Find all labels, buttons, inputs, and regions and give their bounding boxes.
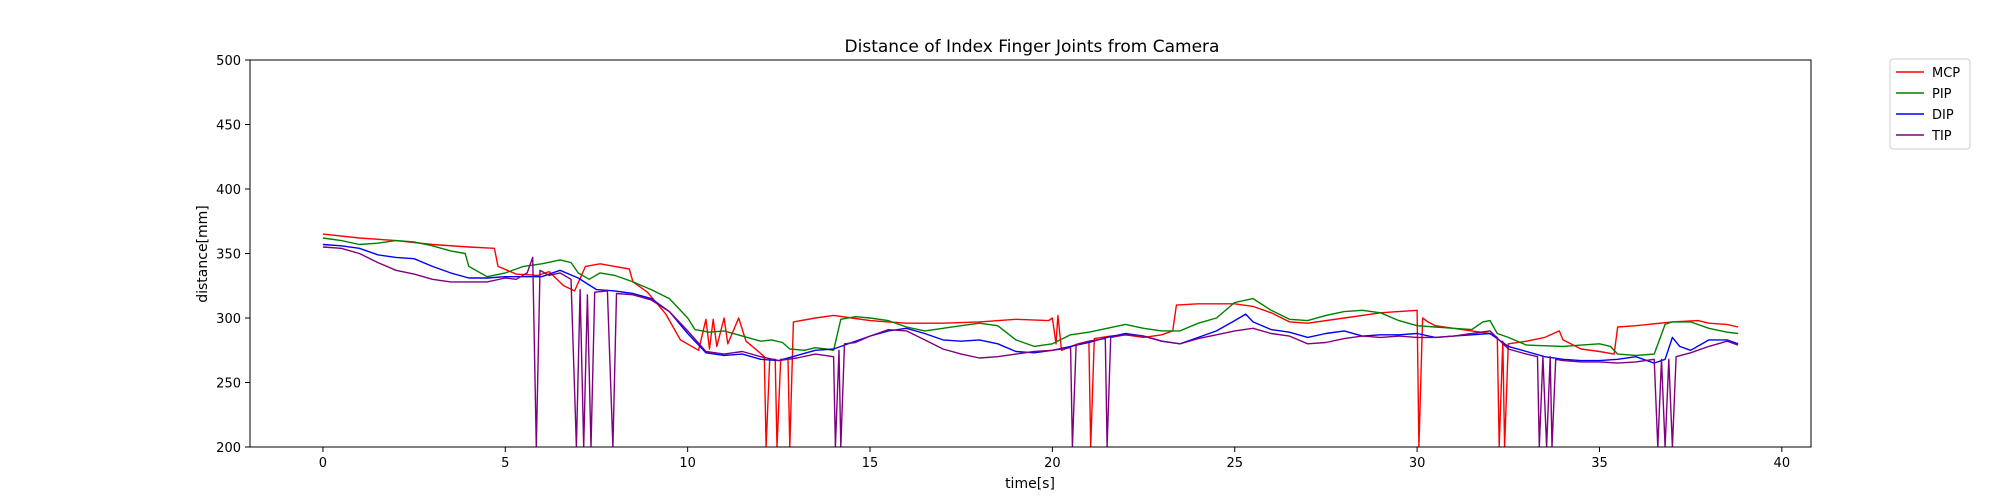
y-tick-label: 200 bbox=[216, 441, 241, 456]
y-tick-label: 250 bbox=[216, 377, 241, 392]
y-tick-label: 450 bbox=[216, 119, 241, 134]
series-line-pip bbox=[322, 237, 1739, 357]
legend-label-mcp: MCP bbox=[1932, 66, 1960, 81]
series-group bbox=[322, 233, 1739, 447]
legend: MCP PIP DIP TIP bbox=[1889, 58, 1971, 150]
x-axis: 0 5 10 15 20 25 30 35 40 bbox=[319, 447, 1790, 471]
x-tick-label: 15 bbox=[862, 456, 879, 471]
x-tick-label: 5 bbox=[501, 456, 509, 471]
x-axis-label: time[s] bbox=[1005, 476, 1055, 492]
x-tick-label: 30 bbox=[1409, 456, 1426, 471]
chart-title: Distance of Index Finger Joints from Cam… bbox=[845, 37, 1220, 57]
x-tick-label: 10 bbox=[679, 456, 696, 471]
y-tick-label: 500 bbox=[216, 54, 241, 69]
plot-frame bbox=[249, 59, 1812, 448]
series-line-tip bbox=[322, 246, 1739, 447]
y-axis-label: distance[mm] bbox=[195, 205, 211, 303]
legend-label-dip: DIP bbox=[1932, 108, 1954, 123]
x-tick-label: 0 bbox=[319, 456, 327, 471]
y-tick-label: 300 bbox=[216, 312, 241, 327]
x-tick-label: 25 bbox=[1226, 456, 1243, 471]
legend-label-tip: TIP bbox=[1931, 129, 1952, 144]
y-axis: 200 250 300 350 400 450 500 bbox=[216, 54, 250, 456]
x-tick-label: 40 bbox=[1774, 456, 1791, 471]
y-tick-label: 350 bbox=[216, 248, 241, 263]
x-tick-label: 20 bbox=[1044, 456, 1061, 471]
legend-frame bbox=[1889, 58, 1971, 150]
y-tick-label: 400 bbox=[216, 183, 241, 198]
x-tick-label: 35 bbox=[1591, 456, 1608, 471]
legend-label-pip: PIP bbox=[1932, 87, 1952, 102]
